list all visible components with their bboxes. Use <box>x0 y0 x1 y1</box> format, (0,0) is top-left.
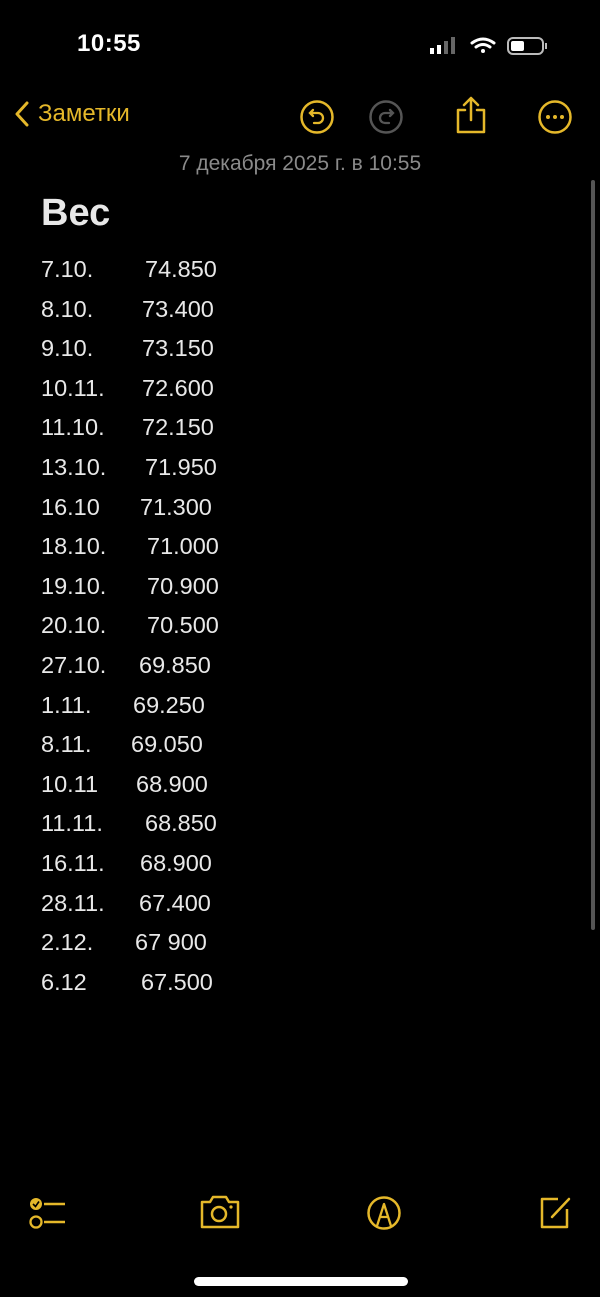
wifi-icon <box>470 37 496 53</box>
entry-row: 1.11. 69.250 <box>41 692 301 722</box>
entry-row: 8.11. 69.050 <box>41 731 301 761</box>
status-time: 10:55 <box>77 30 141 57</box>
entry-date: 20.10. <box>41 612 107 639</box>
entry-date: 28.11. <box>41 889 105 916</box>
share-icon[interactable] <box>454 95 488 135</box>
entry-value: 68.900 <box>140 850 212 876</box>
more-icon[interactable] <box>537 99 573 135</box>
entry-value: 70.500 <box>147 612 219 639</box>
status-icons <box>430 37 547 55</box>
entry-date: 10.11. <box>41 374 105 401</box>
compose-icon[interactable] <box>536 1194 574 1230</box>
entry-date: 18.10. <box>41 533 107 560</box>
entry-row: 28.11. 67.400 <box>41 890 301 920</box>
entry-date: 11.11. <box>41 810 103 837</box>
checklist-icon[interactable] <box>28 1195 68 1231</box>
scrollbar[interactable] <box>591 180 595 930</box>
note-date: 7 декабря 2025 г. в 10:55 <box>178 152 422 175</box>
entry-date: 11.10. <box>41 414 105 441</box>
entry-date: 13.10. <box>41 454 107 480</box>
entry-date: 2.12. <box>41 929 94 956</box>
entry-date: 8.11. <box>41 731 92 758</box>
entry-row: 27.10. 69.850 <box>41 652 301 682</box>
entry-date: 27.10. <box>41 652 107 678</box>
entry-date: 8.10. <box>41 295 94 322</box>
entry-value: 69.850 <box>139 652 211 678</box>
entry-value: 71.000 <box>147 533 219 560</box>
entry-value: 72.150 <box>142 414 214 441</box>
entry-row: 19.10. 70.900 <box>41 573 301 603</box>
back-label: Заметки <box>38 100 130 127</box>
note-title[interactable]: Вес <box>41 192 111 234</box>
entry-value: 68.850 <box>145 810 217 837</box>
markup-icon[interactable] <box>366 1195 402 1231</box>
entry-value: 73.400 <box>142 295 214 322</box>
entry-date: 6.12 <box>41 968 87 995</box>
entry-value: 68.900 <box>136 770 208 797</box>
entry-value: 69.250 <box>133 691 205 718</box>
entry-row: 10.11 68.900 <box>41 771 301 801</box>
entry-value: 67 900 <box>135 929 207 956</box>
entry-row: 13.10. 71.950 <box>41 454 301 484</box>
entry-value: 67.500 <box>141 968 213 995</box>
entry-row: 16.10 71.300 <box>41 494 301 524</box>
battery-icon <box>507 37 547 55</box>
back-button[interactable]: Заметки <box>14 100 130 128</box>
undo-icon[interactable] <box>299 99 335 135</box>
redo-icon[interactable] <box>368 99 404 135</box>
entry-value: 69.050 <box>131 731 203 758</box>
entry-date: 19.10. <box>41 572 107 599</box>
entry-value: 67.400 <box>139 889 211 916</box>
entry-value: 70.900 <box>147 572 219 599</box>
entry-row: 11.10. 72.150 <box>41 414 301 444</box>
entry-row: 8.10. 73.400 <box>41 296 301 326</box>
entry-row: 2.12. 67 900 <box>41 929 301 959</box>
entry-row: 16.11. 68.900 <box>41 850 301 880</box>
entry-row: 20.10. 70.500 <box>41 612 301 642</box>
entry-date: 1.11. <box>41 691 92 718</box>
entry-row: 6.12 67.500 <box>41 969 301 999</box>
entry-value: 71.950 <box>145 454 217 480</box>
entry-date: 16.11. <box>41 850 105 876</box>
entry-row: 9.10. 73.150 <box>41 335 301 365</box>
entry-value: 73.150 <box>142 335 214 362</box>
entry-value: 72.600 <box>142 374 214 401</box>
chevron-left-icon <box>15 101 29 127</box>
entry-value: 74.850 <box>145 256 217 282</box>
entry-row: 18.10. 71.000 <box>41 533 301 563</box>
entry-date: 16.10 <box>41 493 100 520</box>
camera-icon[interactable] <box>198 1194 242 1230</box>
entry-date: 7.10. <box>41 256 94 282</box>
home-indicator[interactable] <box>194 1277 408 1286</box>
entry-row: 11.11. 68.850 <box>41 810 301 840</box>
entry-row: 10.11. 72.600 <box>41 375 301 405</box>
entry-date: 9.10. <box>41 335 94 362</box>
entry-row: 7.10. 74.850 <box>41 256 301 286</box>
signal-icon <box>430 37 455 54</box>
entry-value: 71.300 <box>140 493 212 520</box>
entry-date: 10.11 <box>41 770 99 797</box>
